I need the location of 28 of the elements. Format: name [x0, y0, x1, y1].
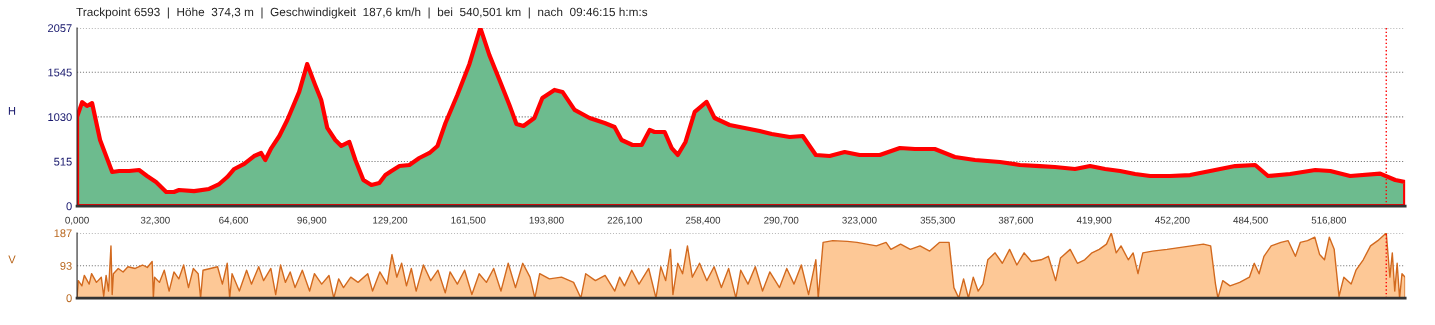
x-tick-label: 484,500 — [1233, 216, 1268, 225]
x-tick-label: 258,400 — [685, 216, 721, 225]
y-tick-label: 1030 — [48, 113, 72, 122]
x-tick-label: 96,900 — [297, 216, 327, 225]
x-tick-label: 419,900 — [1076, 216, 1112, 225]
x-tick-label: 129,200 — [373, 216, 408, 225]
y-tick-label: 93 — [60, 261, 72, 270]
x-tick-label: 290,700 — [764, 216, 799, 225]
x-tick-label: 516,800 — [1311, 216, 1347, 225]
x-tick-label: 193,800 — [529, 216, 564, 225]
chart-title: Trackpoint 6593 | Höhe 374,3 m | Geschwindigkeit 187,6 km/h | bei 540,501 km | nach 09:46:15 h:m:s — [76, 7, 648, 19]
y-tick-label: 187 — [54, 229, 72, 238]
x-tick-label: 387,600 — [998, 216, 1034, 225]
x-tick-label: 452,200 — [1155, 216, 1190, 225]
y-tick-label: 0 — [66, 202, 72, 211]
x-tick-label: 32,300 — [140, 216, 170, 225]
x-tick-label: 226,100 — [607, 216, 642, 225]
x-tick-label: 355,300 — [920, 216, 955, 225]
y-tick-label: 1545 — [48, 68, 72, 77]
y-tick-label: 2057 — [48, 24, 72, 33]
y-axis-title: H — [8, 107, 16, 115]
x-tick-label: 161,500 — [451, 216, 486, 225]
y-tick-label: 515 — [54, 157, 72, 166]
x-tick-label: 0,000 — [65, 216, 89, 225]
x-tick-label: 64,600 — [219, 216, 249, 225]
y-tick-label: 0 — [66, 294, 72, 303]
y-axis-title: V — [8, 255, 16, 264]
x-tick-label: 323,000 — [842, 216, 877, 225]
